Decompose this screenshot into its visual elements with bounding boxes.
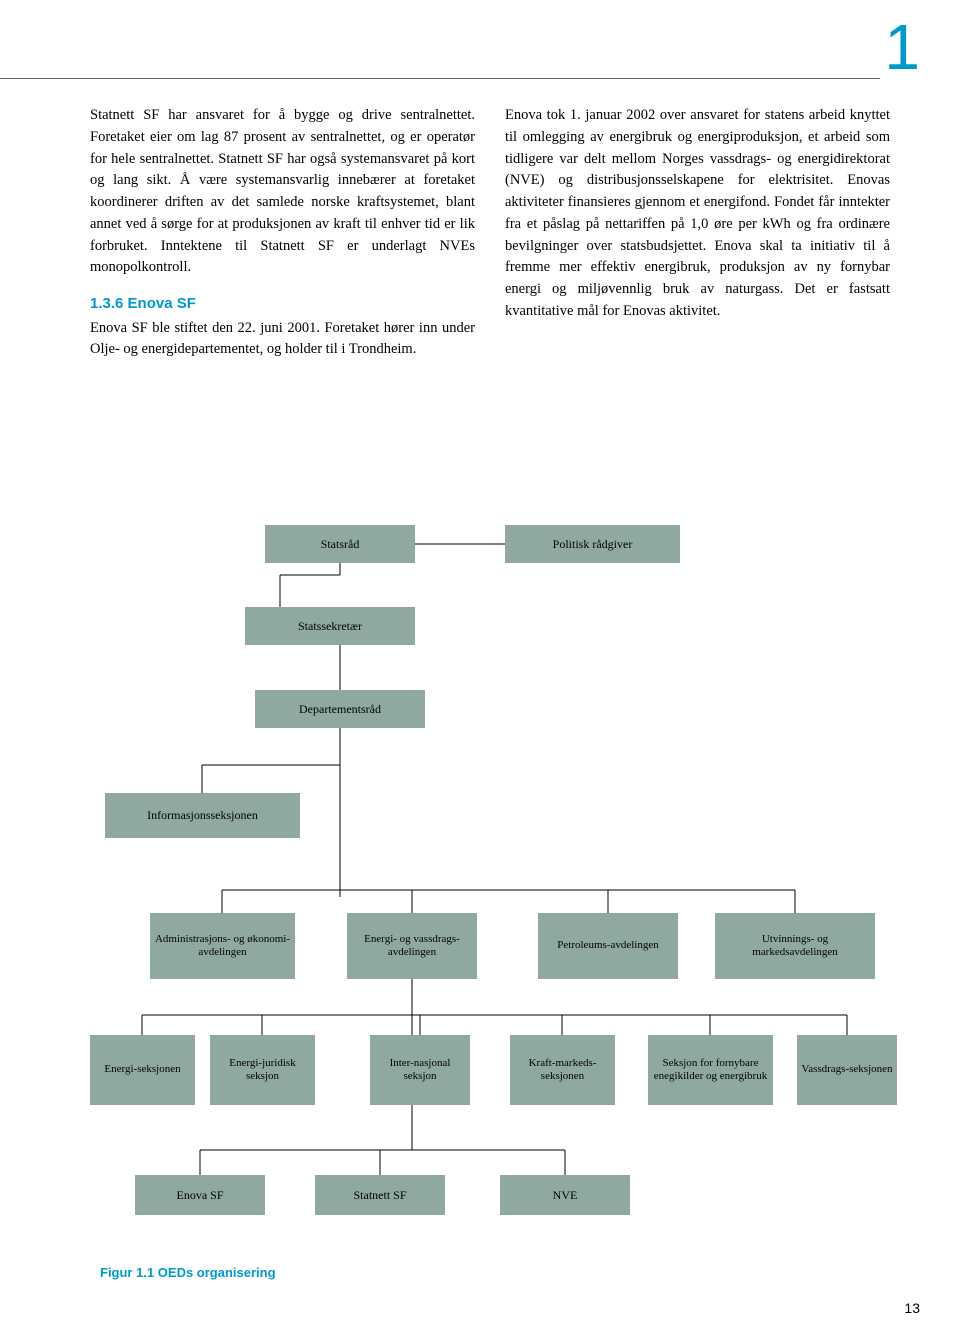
org-node-kraftmarked: Kraft-markeds-seksjonen <box>510 1035 615 1105</box>
section-heading: 1.3.6 Enova SF <box>90 293 475 316</box>
org-node-utvinning: Utvinnings- og markedsavdelingen <box>715 913 875 979</box>
org-node-petroleum: Petroleums-avdelingen <box>538 913 678 979</box>
org-chart: Statsråd Politisk rådgiver Statssekretær… <box>70 525 910 1245</box>
org-node-informasjon: Informasjonsseksjonen <box>105 793 300 838</box>
org-node-fornybar: Seksjon for fornybare enegikilder og ene… <box>648 1035 773 1105</box>
org-node-vassdrag: Vassdrags-seksjonen <box>797 1035 897 1105</box>
org-node-statsrad: Statsråd <box>265 525 415 563</box>
text-column-right: Enova tok 1. januar 2002 over ansvaret f… <box>505 105 890 361</box>
org-node-energiseksjon: Energi-seksjonen <box>90 1035 195 1105</box>
org-node-politisk: Politisk rådgiver <box>505 525 680 563</box>
org-node-energi-vassdrag: Energi- og vassdrags-avdelingen <box>347 913 477 979</box>
paragraph: Enova tok 1. januar 2002 over ansvaret f… <box>505 105 890 323</box>
header-rule <box>0 78 880 79</box>
org-node-energijuridisk: Energi-juridisk seksjon <box>210 1035 315 1105</box>
org-node-departementsrad: Departementsråd <box>255 690 425 728</box>
chapter-number: 1 <box>884 10 920 84</box>
org-node-admin: Administrasjons- og økonomi-avdelingen <box>150 913 295 979</box>
body-text: Statnett SF har ansvaret for å bygge og … <box>90 105 890 361</box>
paragraph: Statnett SF har ansvaret for å bygge og … <box>90 105 475 279</box>
page-number: 13 <box>904 1300 920 1316</box>
paragraph: Enova SF ble stiftet den 22. juni 2001. … <box>90 318 475 362</box>
org-node-nve: NVE <box>500 1175 630 1215</box>
org-node-internasjonal: Inter-nasjonal seksjon <box>370 1035 470 1105</box>
org-node-statssekretaer: Statssekretær <box>245 607 415 645</box>
figure-caption: Figur 1.1 OEDs organisering <box>100 1265 276 1280</box>
org-node-enova: Enova SF <box>135 1175 265 1215</box>
org-node-statnett: Statnett SF <box>315 1175 445 1215</box>
text-column-left: Statnett SF har ansvaret for å bygge og … <box>90 105 475 361</box>
org-chart-connectors <box>70 525 910 1245</box>
